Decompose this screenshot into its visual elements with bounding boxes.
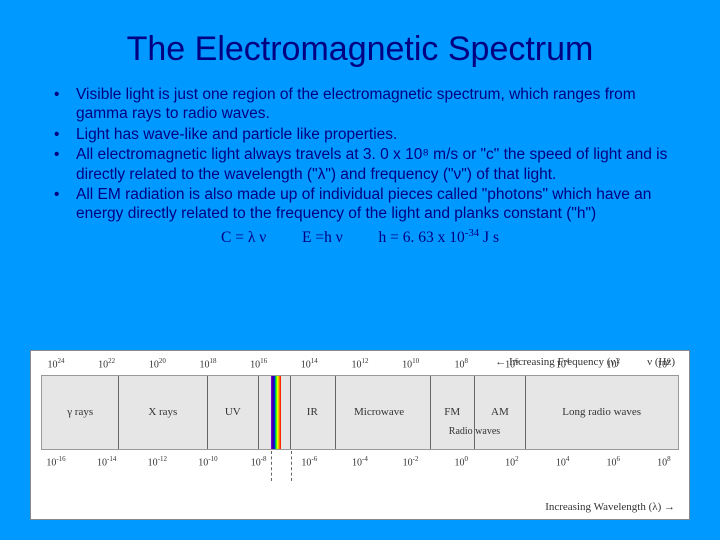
equation-c: C = λ ν	[221, 229, 266, 246]
frequency-ticks: 1024 1022 1020 1018 1016 1014 1012 1010 108 106 10…	[41, 357, 679, 370]
region-label: Long radio waves	[562, 406, 641, 418]
equation-e: E =h ν	[302, 229, 343, 246]
region-label: γ rays	[67, 406, 93, 418]
wavelength-arrow-label: Increasing Wavelength (λ) →	[545, 501, 675, 513]
freq-tick: 1010	[396, 357, 426, 370]
bullet-item: All electromagnetic light always travels…	[50, 145, 670, 184]
band-divider	[525, 376, 526, 449]
bullet-item: All EM radiation is also made up of indi…	[50, 185, 670, 224]
bullet-item: Visible light is just one region of the …	[50, 85, 670, 124]
eq-h-prefix: h = 6. 63 x 10	[378, 229, 464, 246]
wave-tick: 106	[598, 455, 628, 468]
em-spectrum-diagram: ← Increasing Frequency (ν) ν (Hz) 102410…	[30, 350, 690, 520]
freq-tick: 104	[548, 357, 578, 370]
wave-tick: 10-4	[345, 455, 375, 468]
freq-tick: 1018	[193, 357, 223, 370]
freq-tick: 1012	[345, 357, 375, 370]
wave-tick: 10-8	[244, 455, 274, 468]
wavelength-ticks: 10-16 10-14 10-12 10-10 10-8 10-6 10-4 10-2 100 1…	[41, 455, 679, 468]
freq-tick: 102	[598, 357, 628, 370]
freq-tick: 106	[497, 357, 527, 370]
region-label: Microwave	[354, 406, 404, 418]
wave-tick: 10-16	[41, 455, 71, 468]
wave-tick: 10-14	[92, 455, 122, 468]
equations-line: C = λ ν E =h ν h = 6. 63 x 10-34 J s	[50, 225, 670, 248]
bullet-item: Light has wave-like and particle like pr…	[50, 125, 670, 144]
band-divider	[335, 376, 336, 449]
band-divider	[290, 376, 291, 449]
radio-waves-sublabel: Radio waves	[449, 426, 500, 437]
wave-tick: 104	[548, 455, 578, 468]
region-label: FM	[444, 406, 460, 418]
region-label: X rays	[148, 406, 177, 418]
visible-light-strip	[271, 376, 281, 449]
freq-tick: 108	[446, 357, 476, 370]
region-label: IR	[307, 406, 318, 418]
wave-tick: 10-6	[294, 455, 324, 468]
freq-tick: 1014	[294, 357, 324, 370]
region-label: AM	[491, 406, 509, 418]
wave-tick: 102	[497, 455, 527, 468]
band-divider	[118, 376, 119, 449]
band-divider	[258, 376, 259, 449]
band-divider	[430, 376, 431, 449]
visible-dash-line	[271, 451, 272, 481]
eq-h-exp: -34	[465, 227, 479, 239]
visible-dash-line	[291, 451, 292, 481]
freq-tick: 100	[649, 357, 679, 370]
wave-tick: 108	[649, 455, 679, 468]
wave-tick: 100	[446, 455, 476, 468]
slide-title: The Electromagnetic Spectrum	[0, 0, 720, 85]
wave-tick: 10-10	[193, 455, 223, 468]
band-divider	[207, 376, 208, 449]
freq-tick: 1020	[142, 357, 172, 370]
equation-h: h = 6. 63 x 10-34 J s	[378, 229, 499, 246]
eq-h-suffix: J s	[479, 229, 499, 246]
band-divider	[474, 376, 475, 449]
freq-tick: 1022	[92, 357, 122, 370]
spectrum-band: γ rays X rays UV IR Microwave FM AM Long radio …	[41, 375, 679, 450]
bullet-list: Visible light is just one region of the …	[0, 85, 720, 247]
freq-tick: 1024	[41, 357, 71, 370]
freq-tick: 1016	[244, 357, 274, 370]
region-label: UV	[225, 406, 241, 418]
wave-tick: 10-12	[142, 455, 172, 468]
wave-tick: 10-2	[396, 455, 426, 468]
